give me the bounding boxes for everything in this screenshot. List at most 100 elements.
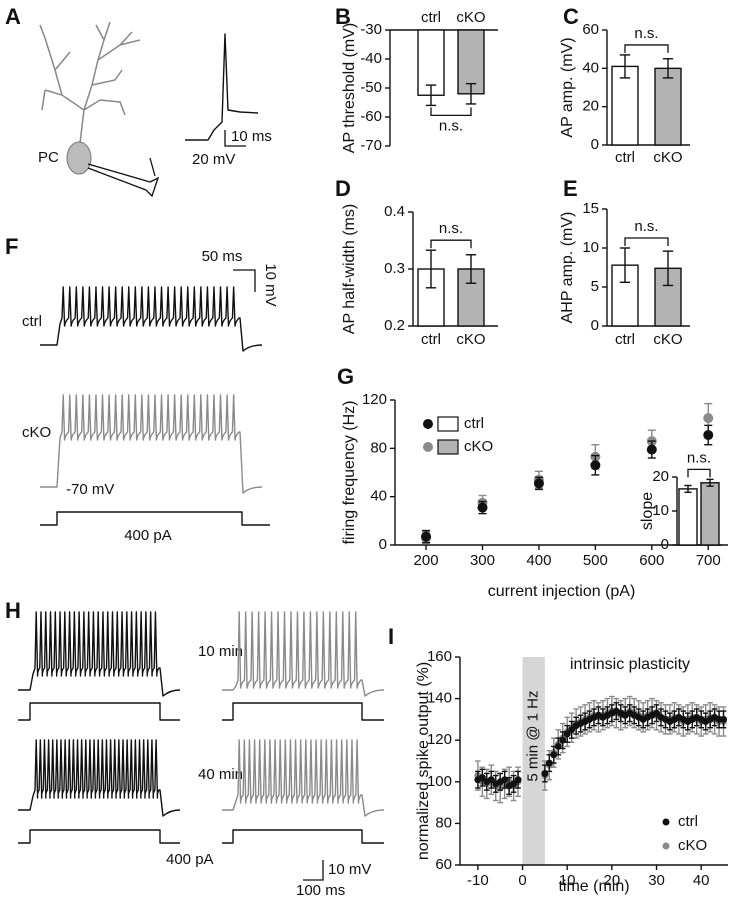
y-tick-label: 0 bbox=[591, 317, 599, 334]
current-label: 400 pA bbox=[124, 527, 172, 544]
scale-bar bbox=[233, 269, 256, 292]
legend-swatch bbox=[437, 439, 459, 455]
y-tick-label: -30 bbox=[360, 21, 382, 38]
scale-voltage: 10 mV bbox=[262, 263, 279, 306]
voltage-trace bbox=[222, 611, 385, 697]
data-point bbox=[478, 774, 486, 782]
y-tick-label: 20 bbox=[582, 98, 599, 115]
y-tick-label: 0.4 bbox=[384, 203, 405, 220]
significance-label: n.s. bbox=[439, 117, 463, 134]
x-tick-label: cKO bbox=[456, 331, 485, 348]
scale-time: 10 ms bbox=[231, 128, 272, 145]
bar bbox=[417, 29, 445, 96]
voltage-trace bbox=[40, 286, 263, 352]
y-axis-label: AP threshold (mV) bbox=[341, 23, 358, 153]
panel-label: H bbox=[5, 598, 21, 623]
data-point bbox=[550, 751, 558, 759]
panel-label: D bbox=[335, 176, 351, 201]
data-point bbox=[703, 413, 714, 424]
x-tick-label: 400 bbox=[526, 552, 551, 569]
data-point bbox=[590, 460, 601, 471]
data-point bbox=[477, 502, 488, 513]
legend-marker bbox=[662, 818, 670, 826]
y-tick-label: 5 bbox=[591, 278, 599, 295]
y-tick-label: 0 bbox=[591, 136, 599, 153]
y-tick-label: -40 bbox=[360, 50, 382, 67]
data-point bbox=[533, 478, 544, 489]
panel-label: I bbox=[388, 624, 394, 649]
stimulation-label: 5 min @ 1 Hz bbox=[525, 690, 542, 781]
data-point bbox=[487, 776, 495, 784]
y-tick-label: -60 bbox=[360, 108, 382, 125]
y-tick-label: 0.3 bbox=[384, 260, 405, 277]
x-tick-label: ctrl bbox=[615, 331, 635, 348]
significance-label: n.s. bbox=[439, 220, 463, 237]
x-tick-label: 500 bbox=[583, 552, 608, 569]
x-tick-label: ctrl bbox=[615, 149, 635, 166]
x-tick-label: -10 bbox=[467, 872, 489, 889]
x-tick-label: 600 bbox=[639, 552, 664, 569]
panel-label: C bbox=[563, 4, 579, 29]
x-axis-label: time (min) bbox=[558, 878, 629, 895]
data-point bbox=[568, 726, 576, 734]
soma bbox=[66, 141, 92, 175]
time-label: 10 min bbox=[198, 643, 243, 660]
x-tick-label: ctrl bbox=[421, 331, 441, 348]
data-point bbox=[563, 730, 571, 738]
cell-label: PC bbox=[38, 149, 59, 166]
current-step bbox=[222, 829, 384, 844]
x-axis-label: current injection (pA) bbox=[488, 583, 636, 600]
scale-time: 50 ms bbox=[202, 248, 243, 265]
y-tick-label: 160 bbox=[427, 648, 452, 665]
y-axis-label: slope bbox=[639, 492, 656, 530]
bar bbox=[700, 482, 720, 546]
legend-label: ctrl bbox=[464, 415, 484, 432]
current-step bbox=[18, 702, 180, 721]
data-point bbox=[703, 430, 714, 441]
y-tick-label: -50 bbox=[360, 79, 382, 96]
data-point bbox=[514, 776, 522, 784]
legend-marker bbox=[423, 442, 433, 452]
bar bbox=[654, 67, 682, 146]
voltage-trace bbox=[40, 394, 263, 494]
x-tick-label: 700 bbox=[696, 552, 721, 569]
y-tick-label: 0 bbox=[661, 536, 669, 553]
x-tick-label: ctrl bbox=[421, 9, 441, 26]
y-tick-label: 100 bbox=[427, 773, 452, 790]
y-tick-label: 10 bbox=[652, 502, 669, 519]
panel-label: F bbox=[5, 234, 18, 259]
y-tick-label: 60 bbox=[435, 856, 452, 873]
x-tick-label: 20 bbox=[604, 872, 621, 889]
ap-trace bbox=[185, 33, 259, 141]
y-tick-label: 10 bbox=[582, 239, 599, 256]
y-tick-label: 80 bbox=[435, 814, 452, 831]
stimulation-period bbox=[522, 657, 545, 865]
data-point bbox=[510, 780, 518, 788]
y-tick-label: 15 bbox=[582, 200, 599, 217]
trace-label: cKO bbox=[22, 424, 51, 441]
scale-bar bbox=[224, 130, 246, 147]
x-tick-label: 10 bbox=[559, 872, 576, 889]
scale-time: 100 ms bbox=[296, 882, 345, 899]
panel-label: B bbox=[335, 4, 351, 29]
x-tick-label: cKO bbox=[653, 149, 682, 166]
y-tick-label: 20 bbox=[652, 468, 669, 485]
panel-label: G bbox=[337, 364, 354, 389]
trace-label: ctrl bbox=[22, 313, 42, 330]
panel-label: A bbox=[5, 4, 21, 29]
y-tick-label: -70 bbox=[360, 137, 382, 154]
time-label: 40 min bbox=[198, 766, 243, 783]
significance-bracket bbox=[624, 237, 669, 246]
y-tick-label: 80 bbox=[370, 439, 387, 456]
data-point bbox=[421, 531, 432, 542]
y-tick-label: 0 bbox=[379, 536, 387, 553]
legend-marker bbox=[662, 842, 670, 850]
scale-voltage: 10 mV bbox=[328, 861, 371, 878]
current-label: 400 pA bbox=[166, 851, 214, 868]
y-tick-label: 120 bbox=[362, 391, 387, 408]
y-axis-label: AP half-width (ms) bbox=[341, 204, 358, 334]
x-tick-label: 0 bbox=[518, 872, 526, 889]
y-tick-label: 0.2 bbox=[384, 317, 405, 334]
data-point bbox=[653, 709, 661, 717]
y-axis-label: firing frequency (Hz) bbox=[341, 400, 358, 544]
